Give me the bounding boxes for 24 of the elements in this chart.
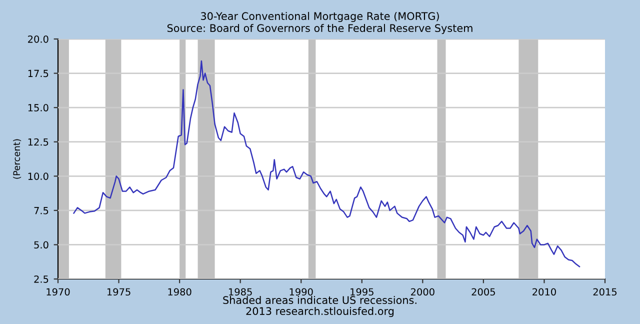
y-tick-label: 12.5 (28, 138, 48, 146)
y-axis-title: (Percent) (13, 139, 22, 179)
chart-title: 30-Year Conventional Mortgage Rate (MORTG) (201, 12, 439, 22)
y-tick-label: 20.0 (28, 35, 48, 43)
y-tick-label: 10.0 (28, 172, 48, 180)
line-series (73, 60, 580, 268)
y-tick-label: 2.5 (34, 275, 48, 283)
x-tick-label: 1975 (107, 288, 130, 296)
x-tick-label: 2015 (593, 288, 617, 296)
y-tick-label: 5.0 (34, 241, 48, 249)
x-tick-label: 1995 (350, 288, 374, 296)
x-tick-label: 1985 (229, 288, 252, 296)
x-tick-label: 2000 (411, 288, 434, 296)
text: Shaded areas indicate US recessions. (223, 296, 416, 304)
x-tick-label: 1990 (290, 288, 313, 296)
y-tick-label: 7.5 (34, 207, 48, 214)
text: 2013 research.stlouisfed.org (246, 306, 394, 318)
y-tick-label: 15.0 (28, 104, 48, 112)
x-tick-label: 2010 (532, 288, 556, 296)
chart-subtitle: Source: Board of Governors of the Federal Reserve System (167, 24, 472, 34)
y-tick-label: 17.5 (28, 70, 48, 78)
x-tick-label: 1970 (46, 288, 70, 296)
x-tick-label: 1980 (168, 288, 192, 296)
x-tick-label: 2005 (472, 288, 495, 296)
